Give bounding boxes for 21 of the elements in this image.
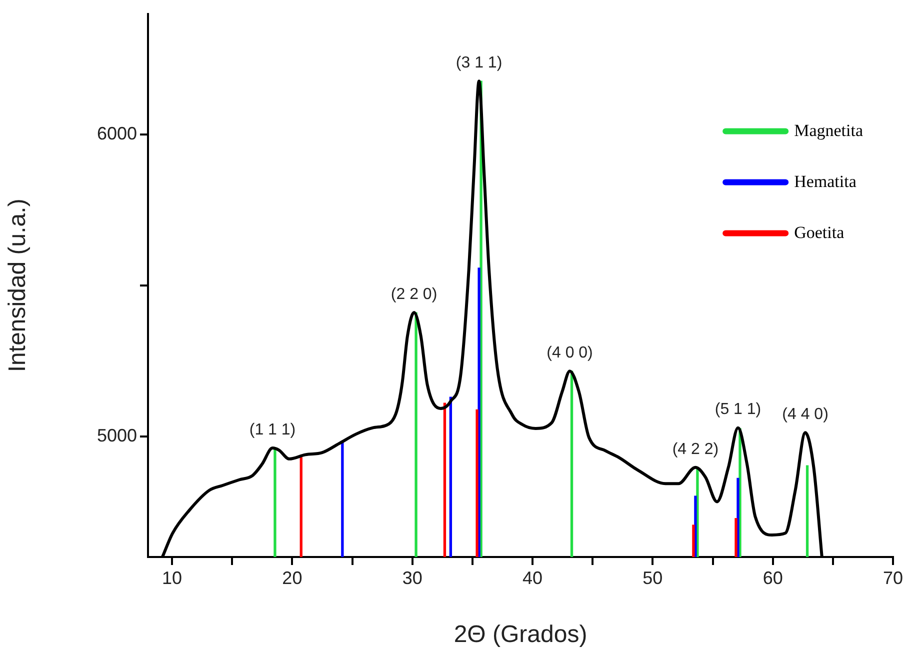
x-axis-title: 2Θ (Grados): [454, 621, 588, 648]
legend-label: Magnetita: [794, 120, 864, 140]
annotation: (1 1 1): [249, 421, 296, 438]
legend-label: Goetita: [794, 222, 845, 242]
x-tick-label: 50: [642, 568, 663, 588]
x-tick-label: 70: [882, 568, 904, 588]
y-tick-label: 5000: [96, 425, 137, 446]
annotation: (3 1 1): [456, 54, 502, 72]
annotation: (4 0 0): [546, 344, 593, 362]
x-tick-label: 30: [402, 568, 422, 588]
annotation: (2 2 0): [390, 286, 438, 303]
x-tick-label: 60: [762, 568, 783, 588]
y-axis-title: Intensidad (u.a.): [4, 198, 32, 372]
y-tick-label: 6000: [96, 123, 137, 144]
annotation: (4 2 2): [672, 440, 719, 458]
legend-label: Hematita: [794, 172, 857, 191]
annotation: (5 1 1): [714, 401, 762, 418]
x-tick-label: 10: [162, 568, 182, 588]
x-tick-label: 20: [282, 568, 302, 588]
annotation: (4 4 0): [782, 406, 828, 424]
x-tick-label: 40: [522, 568, 543, 588]
